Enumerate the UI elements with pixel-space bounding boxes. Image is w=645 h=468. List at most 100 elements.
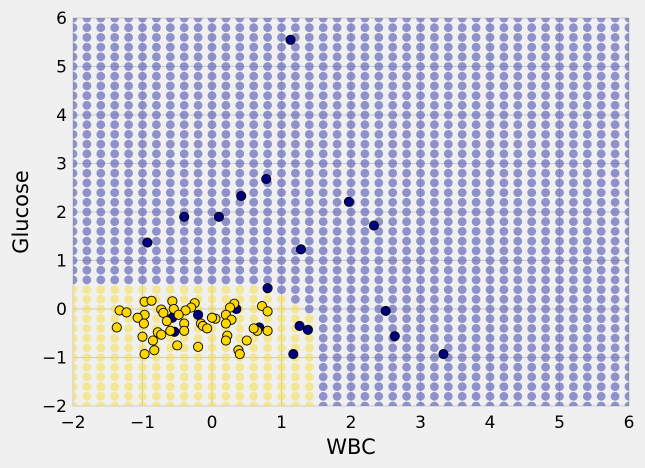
mesh-point-1329 [513,236,523,246]
mesh-point-111 [96,120,106,130]
mesh-point-1073 [430,333,439,343]
mesh-point-820 [346,401,356,406]
mesh-point-1519 [582,382,592,391]
mesh-point-1203 [471,265,481,275]
mesh-point-577 [263,372,272,382]
mesh-point-353 [179,159,189,168]
mesh-point-852 [346,91,356,100]
mesh-point-1582 [596,168,606,178]
mesh-point-1251 [485,197,495,207]
mesh-point-90 [96,324,106,333]
mesh-point-638 [277,178,286,188]
mesh-point-508 [235,246,245,256]
mesh-point-1512 [569,52,578,62]
scatter-point-class0-30 [165,325,176,336]
mesh-point-1032 [416,333,425,343]
mesh-point-1001 [402,236,411,246]
mesh-point-1466 [555,100,564,110]
mesh-point-623 [277,324,286,333]
mesh-point-112 [96,110,106,120]
mesh-point-92 [96,304,106,314]
mesh-point-1046 [416,197,425,207]
mesh-point-535 [249,382,259,391]
mesh-point-1364 [527,294,537,304]
x-tick-label-5: 3 [415,413,426,433]
mesh-point-187 [124,178,133,188]
mesh-point-1106 [430,18,439,23]
mesh-point-412 [207,382,217,391]
mesh-point-265 [152,217,161,227]
mesh-point-511 [235,217,245,227]
mesh-point-237 [138,91,147,100]
mesh-point-1622 [610,178,620,188]
mesh-point-836 [346,246,356,256]
mesh-point-1494 [569,227,578,236]
mesh-point-990 [402,343,411,353]
mesh-point-492 [235,401,245,406]
mesh-point-30 [73,110,78,120]
mesh-point-1074 [430,324,439,333]
mesh-point-372 [193,372,203,382]
mesh-point-847 [346,139,356,149]
mesh-point-569 [249,52,259,62]
mesh-point-1372 [527,217,537,227]
mesh-point-282 [152,52,161,62]
mesh-point-589 [263,256,272,265]
mesh-point-515 [235,178,245,188]
mesh-point-1079 [430,275,439,285]
mesh-point-1572 [596,265,606,275]
mesh-point-391 [193,188,203,198]
mesh-point-176 [124,285,133,294]
mesh-point-612 [263,33,272,42]
mesh-point-341 [179,275,189,285]
mesh-point-386 [193,236,203,246]
mesh-point-1287 [499,246,509,256]
mesh-point-1069 [430,372,439,382]
mesh-point-1360 [527,333,537,343]
mesh-point-1084 [430,227,439,236]
mesh-point-1579 [596,197,606,207]
y-tick-label-7: 5 [56,58,67,78]
mesh-point-1134 [443,139,453,149]
mesh-point-84 [96,382,106,391]
mesh-point-725 [304,130,314,139]
mesh-point-236 [138,100,147,110]
mesh-point-96 [96,265,106,275]
mesh-point-43 [82,382,92,391]
mesh-point-925 [374,178,384,188]
mesh-point-887 [360,149,370,159]
mesh-point-1098 [430,91,439,100]
mesh-point-534 [249,391,259,401]
mesh-point-1275 [499,362,509,372]
scatter-point-class0-45 [139,349,150,360]
mesh-point-1033 [416,324,425,333]
mesh-point-1276 [499,353,509,362]
mesh-point-1249 [485,217,495,227]
mesh-point-266 [152,207,161,217]
mesh-point-906 [374,362,384,372]
mesh-point-708 [304,294,314,304]
mesh-point-1013 [402,120,411,130]
mesh-point-1160 [457,285,467,294]
mesh-point-1379 [527,149,537,159]
mesh-point-1244 [485,265,495,275]
mesh-point-1513 [569,42,578,52]
mesh-point-1377 [527,168,537,178]
mesh-point-100 [96,227,106,236]
mesh-point-951 [388,324,398,333]
mesh-point-1353 [527,401,537,406]
mesh-point-1155 [457,333,467,343]
mesh-point-896 [360,62,370,71]
mesh-point-1514 [569,33,578,42]
mesh-point-873 [360,285,370,294]
mesh-point-750 [318,285,328,294]
mesh-point-770 [318,91,328,100]
mesh-point-1680 [624,18,629,23]
mesh-point-182 [124,227,133,236]
mesh-point-886 [360,159,370,168]
mesh-point-1499 [569,178,578,188]
mesh-point-778 [318,18,328,23]
mesh-point-622 [277,333,286,343]
mesh-point-1445 [555,304,564,314]
mesh-point-290 [165,372,175,382]
